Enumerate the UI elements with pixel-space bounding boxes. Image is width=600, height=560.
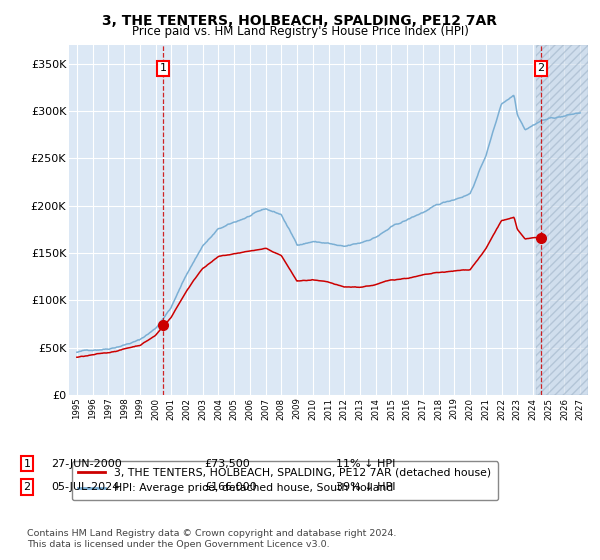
Legend: 3, THE TENTERS, HOLBEACH, SPALDING, PE12 7AR (detached house), HPI: Average pric: 3, THE TENTERS, HOLBEACH, SPALDING, PE12… xyxy=(72,461,497,500)
Text: 05-JUL-2024: 05-JUL-2024 xyxy=(51,482,119,492)
Text: 39% ↓ HPI: 39% ↓ HPI xyxy=(336,482,395,492)
Text: 2: 2 xyxy=(538,63,545,73)
Text: 3, THE TENTERS, HOLBEACH, SPALDING, PE12 7AR: 3, THE TENTERS, HOLBEACH, SPALDING, PE12… xyxy=(103,14,497,28)
Text: £166,000: £166,000 xyxy=(204,482,257,492)
Text: 1: 1 xyxy=(23,459,31,469)
Text: 11% ↓ HPI: 11% ↓ HPI xyxy=(336,459,395,469)
Text: 2: 2 xyxy=(23,482,31,492)
Text: Contains HM Land Registry data © Crown copyright and database right 2024.
This d: Contains HM Land Registry data © Crown c… xyxy=(27,529,397,549)
Text: Price paid vs. HM Land Registry's House Price Index (HPI): Price paid vs. HM Land Registry's House … xyxy=(131,25,469,38)
Text: £73,500: £73,500 xyxy=(204,459,250,469)
Text: 27-JUN-2000: 27-JUN-2000 xyxy=(51,459,122,469)
Text: 1: 1 xyxy=(160,63,167,73)
Bar xyxy=(536,45,588,395)
